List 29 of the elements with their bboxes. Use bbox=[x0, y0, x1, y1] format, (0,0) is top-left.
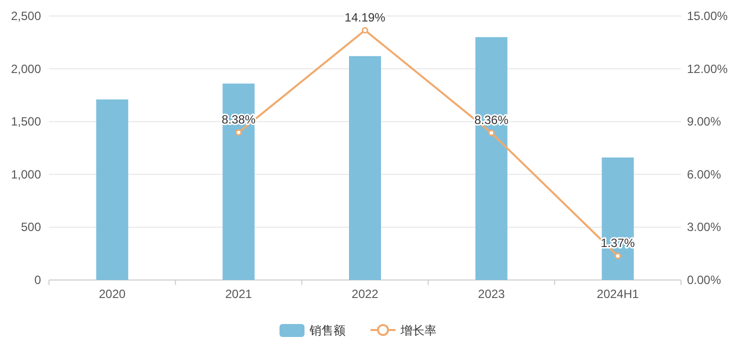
y-tick-label: 2,000 bbox=[10, 62, 42, 76]
y-tick-label: 1,000 bbox=[10, 167, 42, 182]
legend-label: 增长率 bbox=[400, 324, 436, 338]
y-tick-label: 0 bbox=[34, 273, 42, 287]
y2-tick-label: 12.00% bbox=[687, 62, 728, 76]
y2-tick-label: 6.00% bbox=[687, 167, 722, 182]
bar bbox=[222, 84, 255, 280]
point bbox=[362, 27, 368, 34]
x-tick-label: 2024H1 bbox=[596, 287, 640, 301]
point bbox=[488, 130, 495, 136]
x-tick-label: 2021 bbox=[225, 287, 252, 301]
bar bbox=[475, 37, 508, 280]
bar bbox=[96, 99, 128, 280]
data-label: 14.19% bbox=[344, 10, 386, 24]
x-tick-label: 2020 bbox=[98, 287, 126, 301]
y2-tick-label: 15.00% bbox=[687, 9, 728, 23]
y-tick-label: 2,500 bbox=[10, 9, 42, 23]
x-tick-label: 2023 bbox=[478, 287, 506, 301]
bar bbox=[349, 56, 381, 280]
point bbox=[235, 129, 242, 136]
bar bbox=[602, 158, 634, 280]
y2-tick-label: 9.00% bbox=[687, 114, 722, 129]
y2-tick-label: 3.00% bbox=[687, 220, 722, 234]
point bbox=[614, 252, 622, 260]
legend-label: 销售额 bbox=[308, 324, 346, 338]
y-tick-label: 500 bbox=[20, 220, 42, 234]
y2-tick-label: 0.00% bbox=[687, 273, 722, 287]
x-tick-label: 2022 bbox=[352, 287, 379, 301]
y-tick-label: 1,500 bbox=[10, 114, 42, 129]
